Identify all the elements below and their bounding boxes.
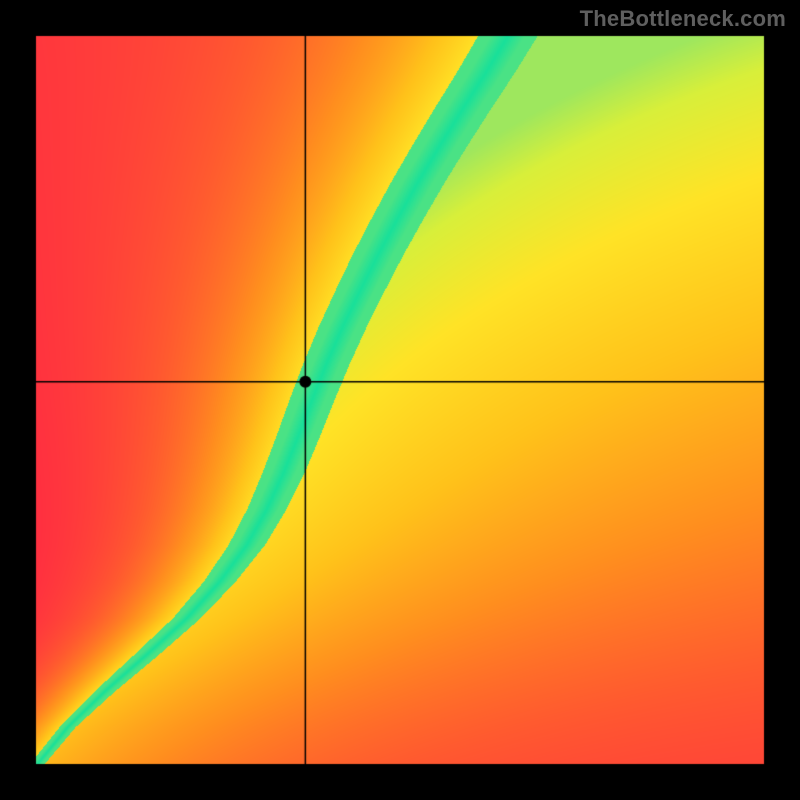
heatmap-canvas [0,0,800,800]
watermark-text: TheBottleneck.com [580,6,786,32]
chart-container: TheBottleneck.com [0,0,800,800]
